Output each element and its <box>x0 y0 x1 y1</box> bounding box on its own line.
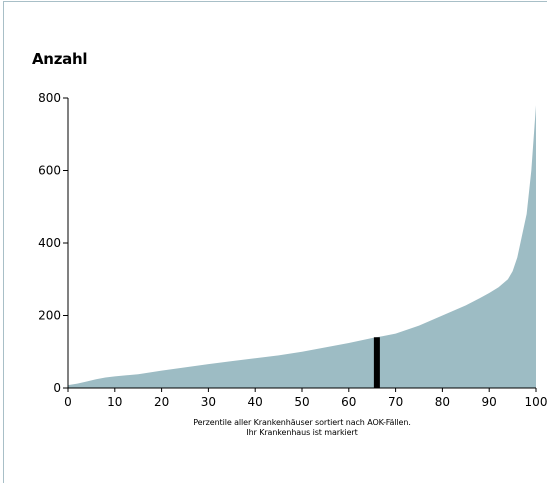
x-tick-label-80: 80 <box>435 395 450 409</box>
x-tick-label-40: 40 <box>248 395 263 409</box>
x-axis-caption-line-1: Perzentile aller Krankenhäuser sortiert … <box>193 418 411 427</box>
x-tick-label-100: 100 <box>525 395 547 409</box>
chart-panel <box>3 1 547 483</box>
x-tick-label-10: 10 <box>107 395 122 409</box>
x-tick-label-20: 20 <box>154 395 169 409</box>
x-axis-caption-line-2: Ihr Krankenhaus ist markiert <box>246 428 358 437</box>
y-tick-label-400: 400 <box>38 236 61 250</box>
x-tick-label-30: 30 <box>201 395 216 409</box>
y-tick-label-200: 200 <box>38 309 61 323</box>
y-tick-label-0: 0 <box>53 381 61 395</box>
x-tick-label-70: 70 <box>388 395 403 409</box>
x-tick-label-50: 50 <box>294 395 309 409</box>
y-tick-label-800: 800 <box>38 91 61 105</box>
y-tick-label-600: 600 <box>38 164 61 178</box>
y-axis-label: Anzahl <box>32 50 88 68</box>
x-tick-label-0: 0 <box>64 395 72 409</box>
x-tick-label-60: 60 <box>341 395 356 409</box>
area-series <box>68 105 536 388</box>
x-tick-label-90: 90 <box>482 395 497 409</box>
hospital-marker <box>373 337 380 388</box>
